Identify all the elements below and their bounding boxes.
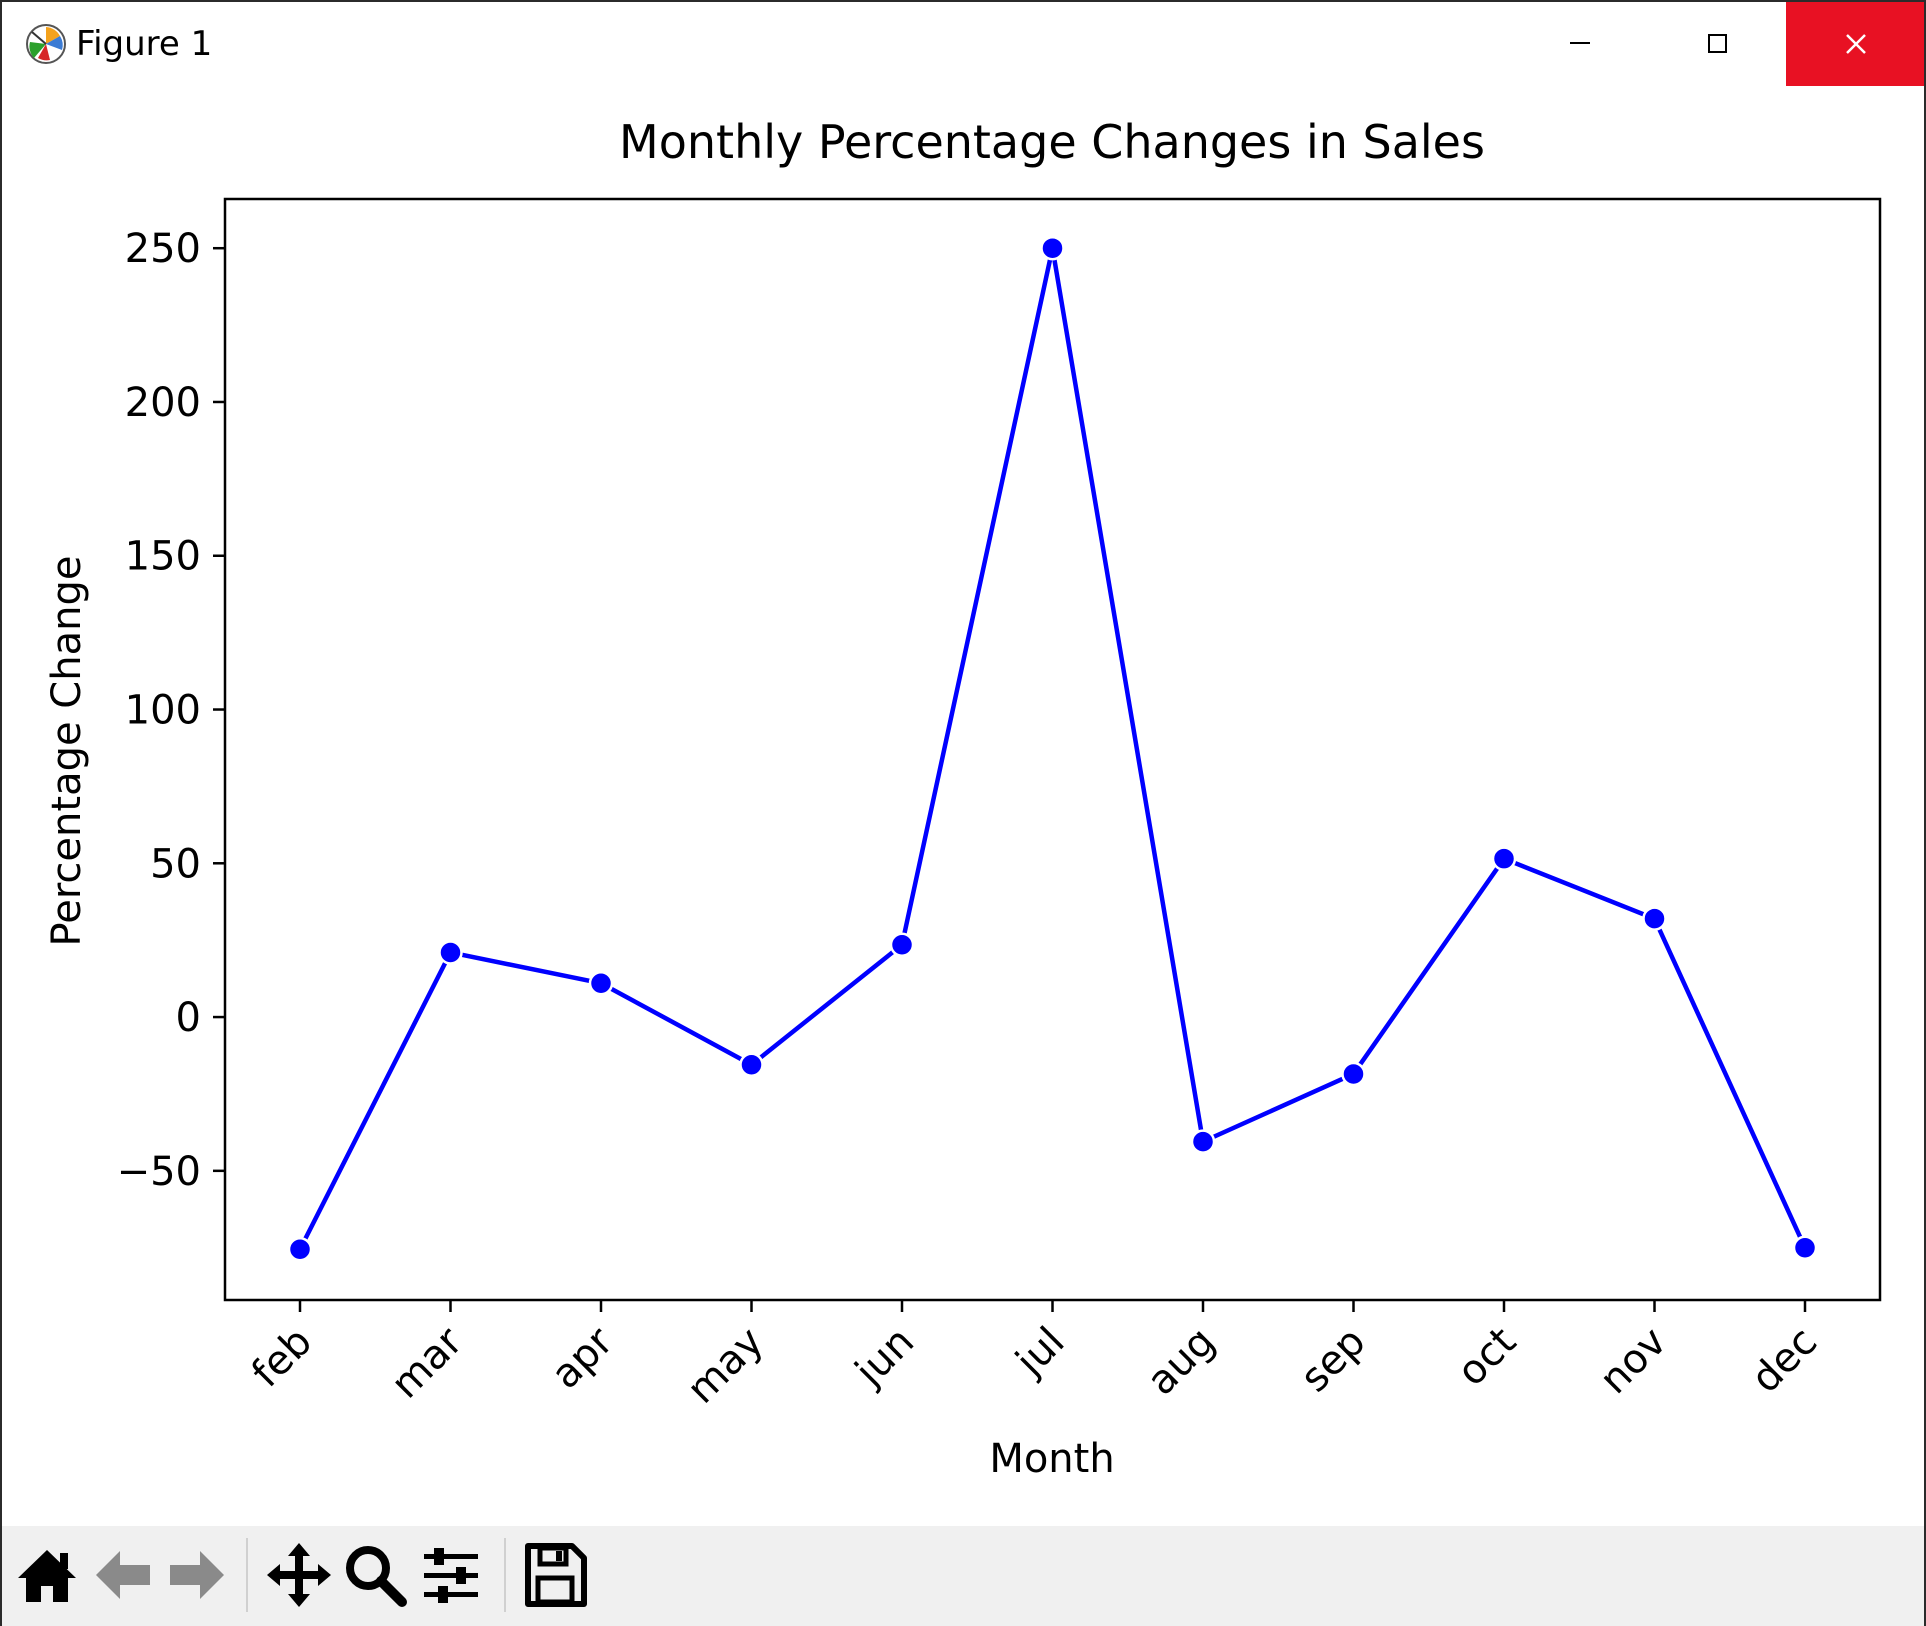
close-button[interactable] [1786, 2, 1924, 86]
x-tick-label: may [678, 1319, 772, 1413]
save-icon [525, 1543, 587, 1607]
y-tick-label: 50 [150, 841, 201, 887]
matplotlib-logo-icon [24, 22, 68, 66]
x-tick-label: oct [1449, 1319, 1525, 1395]
data-point-oct [1491, 846, 1517, 871]
zoom-icon [346, 1546, 407, 1607]
save-button[interactable] [520, 1540, 590, 1610]
data-point-jun [889, 932, 915, 958]
back-button[interactable] [88, 1540, 158, 1610]
x-tick-label: aug [1138, 1319, 1224, 1405]
close-icon [1846, 34, 1866, 54]
configure-subplots-icon [424, 1548, 478, 1603]
x-tick-label: feb [243, 1319, 321, 1397]
x-tick-label: nov [1591, 1319, 1675, 1403]
data-point-dec [1792, 1235, 1818, 1260]
toolbar-separator [246, 1538, 248, 1612]
x-tick-label: dec [1743, 1319, 1826, 1402]
forward-arrow-icon [170, 1551, 224, 1599]
data-point-sep [1341, 1061, 1366, 1087]
line-chart: Monthly Percentage Changes in Sales −50 0… [44, 115, 1882, 1482]
series-line [297, 245, 1808, 1251]
configure-subplots-button[interactable] [416, 1540, 486, 1610]
y-tick-label: −50 [117, 1149, 201, 1195]
y-tick-label: 250 [125, 226, 201, 272]
pan-icon [267, 1543, 331, 1607]
window-title: Figure 1 [76, 24, 213, 64]
x-axis-label: Month [989, 1436, 1114, 1482]
navigation-toolbar [2, 1526, 1924, 1626]
y-axis-label: Percentage Change [44, 556, 90, 947]
data-point-feb [287, 1237, 313, 1262]
x-tick-label: apr [543, 1318, 623, 1398]
pan-button[interactable] [264, 1540, 334, 1610]
data-point-may [739, 1052, 764, 1077]
y-tick-label: 200 [125, 380, 201, 426]
maximize-icon [1708, 34, 1727, 53]
data-point-apr [588, 970, 614, 996]
y-tick-label: 0 [176, 995, 201, 1041]
axes-frame [223, 197, 1882, 1302]
home-button[interactable] [12, 1540, 82, 1610]
home-icon [18, 1550, 76, 1602]
y-tick-label: 100 [125, 688, 201, 734]
zoom-button[interactable] [340, 1540, 410, 1610]
minimize-icon [1570, 42, 1590, 44]
data-point-aug [1190, 1129, 1216, 1154]
x-tick-label: jun [846, 1319, 923, 1396]
toolbar-separator [504, 1538, 506, 1612]
back-arrow-icon [96, 1551, 150, 1599]
x-tick-label: sep [1292, 1319, 1375, 1402]
x-tick-label: jul [1007, 1319, 1074, 1386]
data-point-nov [1642, 906, 1667, 931]
plot-canvas[interactable]: Monthly Percentage Changes in Sales −50 0… [2, 86, 1924, 1526]
maximize-button[interactable] [1649, 2, 1787, 86]
forward-button[interactable] [162, 1540, 232, 1610]
chart-title: Monthly Percentage Changes in Sales [619, 115, 1485, 169]
data-point-jul [1040, 235, 1065, 261]
data-point-mar [438, 940, 463, 965]
minimize-button[interactable] [1511, 2, 1649, 86]
y-tick-label: 150 [125, 534, 201, 580]
title-bar: Figure 1 [2, 2, 1924, 86]
x-tick-label: mar [383, 1318, 472, 1407]
